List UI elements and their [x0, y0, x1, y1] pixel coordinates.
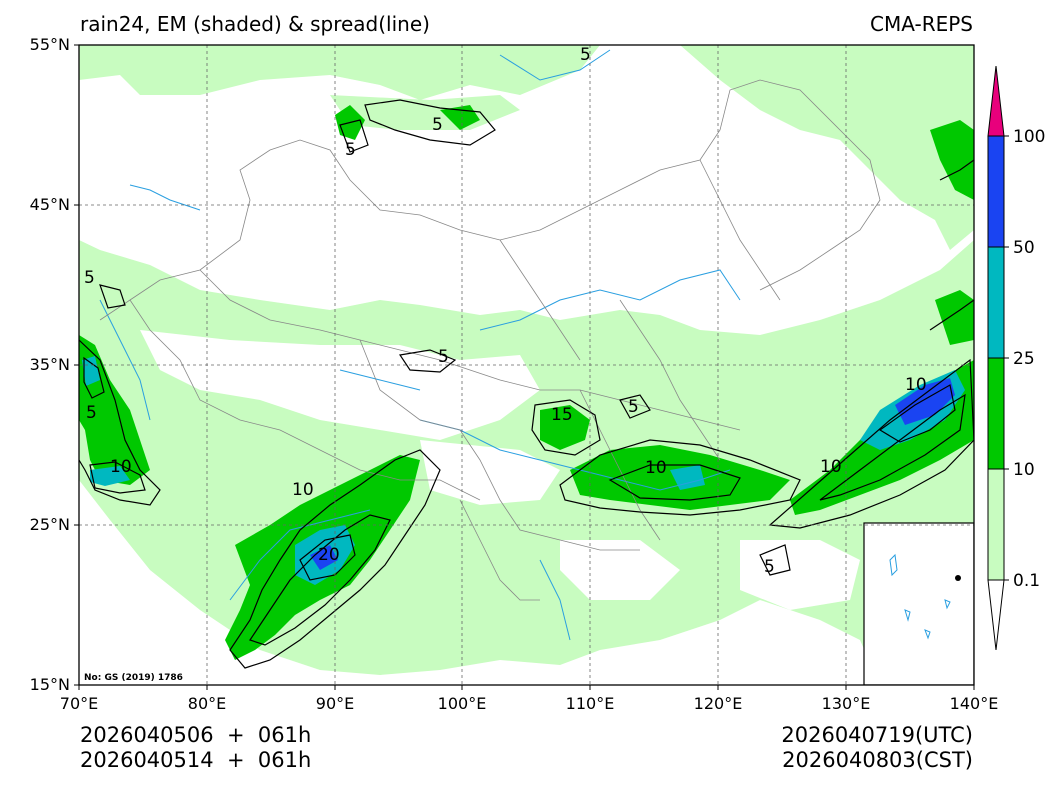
colorbar-label: 50 — [1013, 238, 1035, 258]
axis-ticks — [74, 44, 975, 690]
colorbar-label: 25 — [1013, 349, 1035, 369]
lat-label: 35°N — [29, 355, 70, 374]
contour-label: 5 — [438, 347, 449, 367]
lon-label: 100°E — [437, 694, 487, 713]
colorbar-segment-50-100 — [987, 135, 1005, 248]
contour-label: 5 — [580, 45, 591, 65]
valid-utc: 2026040719(UTC) — [781, 723, 973, 747]
colorbar-under-segment — [987, 579, 1005, 651]
colorbar — [987, 65, 1009, 651]
gridlines — [79, 45, 974, 685]
contour-label: 10 — [905, 375, 927, 395]
lon-label: 120°E — [693, 694, 743, 713]
source-note: No: GS (2019) 1786 — [84, 673, 183, 683]
valid-cst: 2026040803(CST) — [782, 748, 973, 772]
contour-label: 10 — [645, 458, 667, 478]
contour-label: 5 — [628, 397, 639, 417]
contour-label: 10 — [292, 480, 314, 500]
chart-title: rain24, EM (shaded) & spread(line) — [80, 12, 430, 36]
contour-label: 15 — [551, 405, 573, 425]
lon-label: 140°E — [949, 694, 999, 713]
contour-label: 5 — [86, 403, 97, 423]
contour-label: 5 — [345, 140, 356, 160]
lon-label: 90°E — [315, 694, 355, 713]
very-heavy-rain-areas — [310, 378, 955, 570]
lon-label: 130°E — [821, 694, 871, 713]
colorbar-segment-10-25 — [987, 357, 1005, 470]
colorbar-label: 0.1 — [1013, 571, 1041, 591]
colorbar-over-segment — [987, 65, 1005, 137]
lon-label: 110°E — [565, 694, 615, 713]
contour-label: 5 — [764, 557, 775, 577]
contour-labels: 5 5 10 10 20 15 5 10 10 10 5 5 5 5 5 — [84, 45, 927, 577]
lat-label: 15°N — [29, 675, 70, 694]
contour-label: 10 — [110, 457, 132, 477]
colorbar-segment-25-50 — [987, 246, 1005, 359]
model-name: CMA-REPS — [870, 12, 973, 36]
lat-label: 25°N — [29, 515, 70, 534]
spread-contours — [79, 99, 974, 669]
colorbar-label: 100 — [1013, 127, 1046, 147]
lon-label: 80°E — [187, 694, 227, 713]
init-utc: 2026040506 + 061h — [80, 723, 312, 747]
lat-label: 45°N — [29, 195, 70, 214]
borders — [99, 79, 881, 601]
init-cst: 2026040514 + 061h — [80, 748, 312, 772]
contour-label: 5 — [84, 268, 95, 288]
valid-time-block: 2026040719(UTC) 2026040803(CST) — [781, 723, 973, 773]
lat-label: 55°N — [29, 35, 70, 54]
inset-map — [863, 522, 974, 685]
map-content: 5 5 10 10 20 15 5 10 10 10 5 5 5 5 5 — [79, 45, 974, 685]
lon-label: 70°E — [59, 694, 99, 713]
colorbar-label: 10 — [1013, 460, 1035, 480]
contour-label: 20 — [318, 545, 340, 565]
contour-label: 5 — [432, 115, 443, 135]
contour-label: 10 — [820, 457, 842, 477]
colorbar-segment-0.1-10 — [987, 468, 1005, 581]
init-time-block: 2026040506 + 061h 2026040514 + 061h — [80, 723, 311, 773]
